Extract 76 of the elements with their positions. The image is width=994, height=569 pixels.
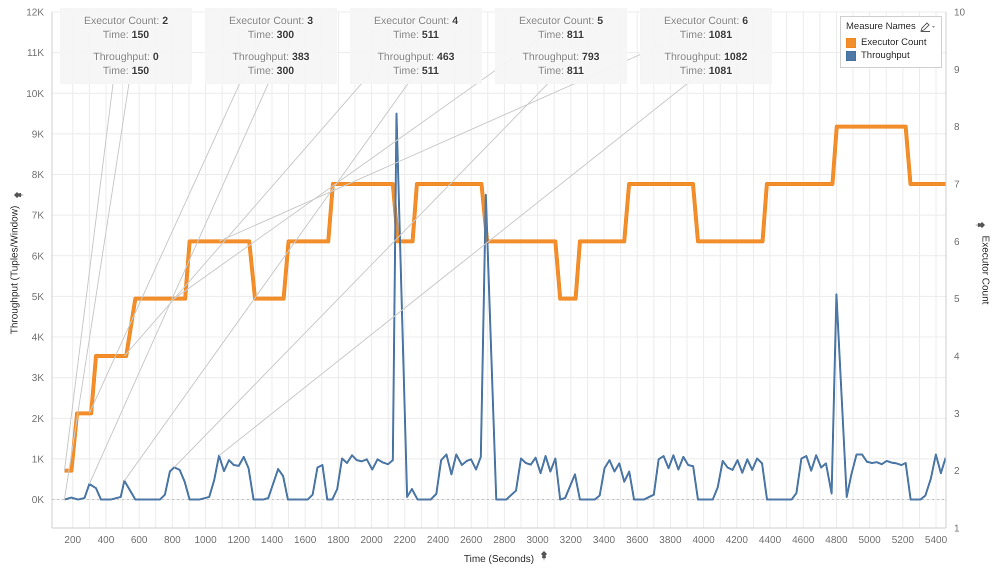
annotation: Throughput: 0 <box>93 51 159 63</box>
annotation: Time: 511 <box>393 29 439 41</box>
x-tick-label: 4800 <box>825 535 848 546</box>
annotation: Time: 300 <box>248 65 294 77</box>
y-tick-label: 10K <box>26 88 44 100</box>
legend-title: Measure Names <box>846 21 916 32</box>
x-tick-label: 2000 <box>360 535 384 546</box>
y-tick-label: 7K <box>32 210 44 222</box>
x-tick-label: 3800 <box>659 535 682 546</box>
x-tick-label: 1000 <box>194 535 218 546</box>
y2-tick-label: 10 <box>954 8 966 19</box>
annotation: Throughput: 463 <box>377 51 455 63</box>
x-tick-label: 5400 <box>924 535 948 546</box>
y2-tick-label: 6 <box>954 236 960 248</box>
y2-tick-label: 1 <box>954 524 960 535</box>
y-tick-label: 6K <box>32 251 44 262</box>
annotation: Time: 811 <box>538 29 584 41</box>
x-tick-label: 3200 <box>560 535 582 546</box>
y-tick-label: 12K <box>26 8 44 19</box>
y2-tick-label: 5 <box>954 294 960 306</box>
x-tick-label: 800 <box>164 535 182 546</box>
y-tick-label: 0K <box>32 495 44 506</box>
x-tick-label: 4600 <box>792 535 815 546</box>
y-tick-label: 3K <box>32 373 44 384</box>
x-tick-label: 2400 <box>426 535 450 546</box>
y2-tick-label: 4 <box>954 352 960 363</box>
y-tick-label: 2K <box>32 414 44 425</box>
legend-label: Executor Count <box>861 37 926 48</box>
x-tick-label: 600 <box>130 535 148 546</box>
y2-tick-label: 2 <box>954 466 960 478</box>
annotation: Executor Count: 4 <box>374 15 458 27</box>
y-tick-label: 9K <box>32 129 44 140</box>
y-tick-label: 8K <box>32 170 44 182</box>
annotation: Time: 150 <box>102 65 150 77</box>
y-tick-label: 4K <box>32 332 44 344</box>
y-axis-title: Throughput (Tuples/Window) <box>10 206 21 334</box>
annotation: Time: 1081 <box>680 29 732 41</box>
y-tick-label: 11K <box>26 48 44 60</box>
x-tick-label: 1800 <box>327 535 350 546</box>
x-axis-title: Time (Seconds) <box>464 554 534 565</box>
y2-tick-label: 9 <box>954 64 960 76</box>
legend-label: Throughput <box>861 50 910 61</box>
y2-tick-label: 7 <box>954 180 960 191</box>
x-tick-label: 1200 <box>228 535 250 546</box>
x-tick-label: 2600 <box>460 535 483 546</box>
x-tick-label: 1600 <box>294 535 317 546</box>
y-tick-label: 1K <box>32 454 44 466</box>
x-tick-label: 5200 <box>892 535 914 546</box>
annotation: Throughput: 383 <box>232 51 310 63</box>
annotation: Executor Count: 2 <box>84 15 168 27</box>
annotation: Time: 811 <box>538 65 584 77</box>
x-tick-label: 2800 <box>493 535 516 546</box>
x-tick-label: 2200 <box>394 535 416 546</box>
x-tick-label: 4200 <box>726 535 748 546</box>
x-tick-label: 4400 <box>758 535 782 546</box>
annotation: Executor Count: 3 <box>228 15 314 27</box>
annotation: Executor Count: 5 <box>518 15 604 27</box>
annotation: Time: 300 <box>248 29 294 41</box>
y2-tick-label: 3 <box>954 408 960 420</box>
x-tick-label: 200 <box>64 535 82 546</box>
annotation: Throughput: 1082 <box>664 51 748 63</box>
x-tick-label: 3000 <box>526 535 550 546</box>
x-tick-label: 4000 <box>692 535 716 546</box>
annotation: Time: 511 <box>393 65 439 77</box>
x-tick-label: 400 <box>98 535 115 546</box>
annotation: Executor Count: 6 <box>664 15 748 27</box>
x-tick-label: 3600 <box>626 535 649 546</box>
annotation: Time: 150 <box>102 29 150 41</box>
x-tick-label: 5000 <box>858 535 882 546</box>
y2-axis-title: Executor Count <box>979 236 990 305</box>
annotation: Time: 1081 <box>680 65 732 77</box>
y2-tick-label: 8 <box>954 122 960 134</box>
x-tick-label: 3400 <box>592 535 616 546</box>
y-tick-label: 5K <box>32 292 44 303</box>
annotation: Throughput: 793 <box>522 51 600 63</box>
x-tick-label: 1400 <box>260 535 284 546</box>
